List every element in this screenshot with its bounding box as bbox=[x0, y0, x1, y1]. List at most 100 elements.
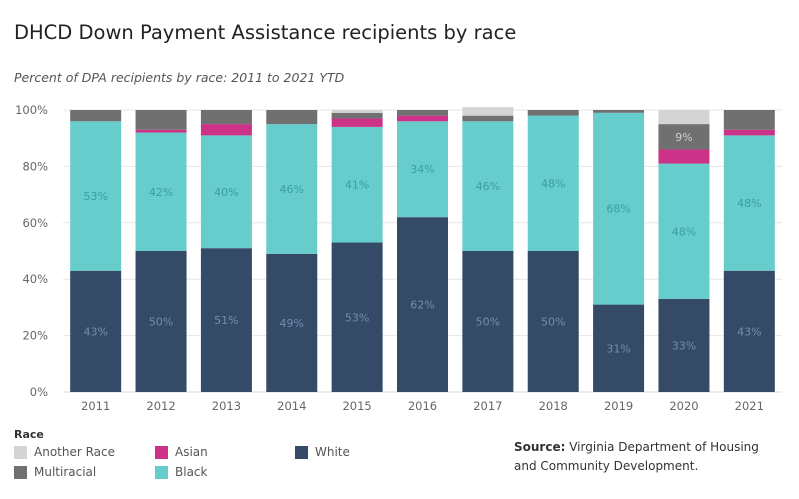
x-tick-label: 2011 bbox=[81, 399, 110, 413]
legend-item-asian: Asian bbox=[155, 445, 208, 459]
data-label-white: 49% bbox=[280, 317, 304, 330]
bar-black-2020 bbox=[658, 163, 710, 299]
bar-asian-2012 bbox=[135, 129, 187, 133]
bar-multiracial-2013 bbox=[200, 110, 252, 125]
bar-white-2019 bbox=[593, 304, 645, 392]
legend-item-multiracial: Multiracial bbox=[14, 465, 96, 479]
data-label-white: 50% bbox=[541, 316, 565, 329]
x-tick-label: 2020 bbox=[669, 399, 698, 413]
data-label-black: 68% bbox=[606, 203, 630, 216]
data-label-black: 46% bbox=[476, 180, 500, 193]
bar-multiracial-2021 bbox=[723, 110, 775, 130]
data-label-black: 46% bbox=[280, 183, 304, 196]
legend-label-black: Black bbox=[175, 465, 208, 479]
bar-asian-2020 bbox=[658, 149, 710, 164]
bar-black-2016 bbox=[397, 121, 448, 218]
data-label-white: 43% bbox=[737, 325, 761, 338]
bar-black-2011 bbox=[70, 121, 122, 271]
data-label-black: 42% bbox=[149, 186, 173, 199]
legend-label-another-race: Another Race bbox=[34, 445, 116, 459]
y-tick-label: 40% bbox=[22, 272, 48, 286]
bar-black-2014 bbox=[266, 124, 318, 254]
legend-title: Race bbox=[14, 428, 44, 441]
y-tick-label: 60% bbox=[22, 216, 48, 230]
y-tick-label: 20% bbox=[22, 329, 48, 343]
legend-swatch-asian bbox=[155, 445, 168, 459]
data-label-black: 48% bbox=[541, 177, 565, 190]
x-tick-label: 2013 bbox=[212, 399, 241, 413]
bar-white-2021 bbox=[723, 270, 775, 392]
bar-white-2013 bbox=[200, 248, 252, 392]
legend-label-white: White bbox=[315, 445, 350, 459]
legend-label-multiracial: Multiracial bbox=[34, 465, 97, 479]
data-label-white: 50% bbox=[476, 316, 500, 329]
bar-white-2016 bbox=[397, 217, 448, 392]
x-tick-label: 2015 bbox=[342, 399, 371, 413]
x-tick-label: 2021 bbox=[735, 399, 764, 413]
bar-white-2018 bbox=[527, 251, 579, 392]
bar-another-race-2015 bbox=[331, 110, 383, 113]
bar-white-2017 bbox=[462, 251, 514, 392]
bar-asian-2015 bbox=[331, 118, 383, 127]
x-tick-label: 2019 bbox=[604, 399, 633, 413]
source-text: Virginia Department of Housing and Commu… bbox=[514, 440, 759, 473]
chart-subtitle: Percent of DPA recipients by race: 2011 … bbox=[14, 70, 345, 85]
data-label-white: 31% bbox=[606, 342, 630, 355]
legend-item-another-race: Another Race bbox=[14, 445, 115, 459]
bar-multiracial-2017 bbox=[462, 115, 514, 122]
legend-swatch-multiracial bbox=[14, 465, 27, 479]
x-tick-label: 2016 bbox=[408, 399, 437, 413]
data-label-black: 41% bbox=[345, 179, 369, 192]
legend-swatch-white bbox=[295, 445, 308, 459]
bar-white-2015 bbox=[331, 242, 383, 392]
bar-multiracial-2019 bbox=[593, 110, 645, 113]
bar-another-race-2017 bbox=[462, 107, 514, 116]
bar-black-2012 bbox=[135, 132, 187, 251]
stacked-bar-chart: 0% 20% 40% 60% 80% 100% 2011 2012 2013 2014 2015 20… bbox=[15, 103, 782, 413]
data-label-white: 50% bbox=[149, 316, 173, 329]
bar-white-2020 bbox=[658, 298, 710, 392]
bar-multiracial-2011 bbox=[70, 110, 122, 122]
x-tick-label: 2014 bbox=[277, 399, 306, 413]
bar-black-2015 bbox=[331, 126, 383, 243]
data-label-white: 51% bbox=[214, 314, 238, 327]
legend-swatch-another-race bbox=[14, 445, 27, 459]
legend-item-black: Black bbox=[155, 465, 207, 479]
bar-black-2017 bbox=[462, 121, 514, 251]
data-label-multiracial: 9% bbox=[675, 131, 692, 144]
legend-swatch-black bbox=[155, 465, 168, 479]
data-label-white: 43% bbox=[83, 325, 107, 338]
legend-item-white: White bbox=[295, 445, 350, 459]
bar-asian-2021 bbox=[723, 129, 775, 136]
bar-multiracial-2012 bbox=[135, 110, 187, 130]
bar-multiracial-2014 bbox=[266, 110, 318, 125]
chart-title: DHCD Down Payment Assistance recipients … bbox=[14, 21, 517, 44]
bar-multiracial-2016 bbox=[397, 110, 448, 116]
legend-label-asian: Asian bbox=[175, 445, 208, 459]
x-tick-label: 2017 bbox=[473, 399, 502, 413]
source-label: Source: bbox=[514, 440, 566, 454]
bar-asian-2016 bbox=[397, 115, 448, 122]
y-tick-label: 0% bbox=[30, 385, 48, 399]
bar-black-2021 bbox=[723, 135, 775, 271]
bar-white-2012 bbox=[135, 251, 187, 392]
y-tick-label: 80% bbox=[22, 159, 48, 173]
x-tick-label: 2012 bbox=[146, 399, 175, 413]
bar-white-2011 bbox=[70, 270, 122, 392]
data-label-black: 48% bbox=[672, 225, 696, 238]
y-tick-label: 100% bbox=[15, 103, 48, 117]
bar-black-2018 bbox=[527, 115, 579, 251]
bar-black-2013 bbox=[200, 135, 252, 249]
bar-multiracial-2018 bbox=[527, 110, 579, 116]
data-label-black: 40% bbox=[214, 186, 238, 199]
bar-another-race-2020 bbox=[658, 110, 710, 125]
source-note: Source: Virginia Department of Housing a… bbox=[514, 438, 784, 476]
data-label-white: 53% bbox=[345, 311, 369, 324]
data-label-black: 53% bbox=[83, 190, 107, 203]
data-label-black: 34% bbox=[410, 163, 434, 176]
data-label-black: 48% bbox=[737, 197, 761, 210]
bar-multiracial-2020 bbox=[658, 124, 710, 150]
data-label-white: 33% bbox=[672, 339, 696, 352]
data-label-white: 62% bbox=[410, 299, 434, 312]
bar-multiracial-2015 bbox=[331, 112, 383, 119]
